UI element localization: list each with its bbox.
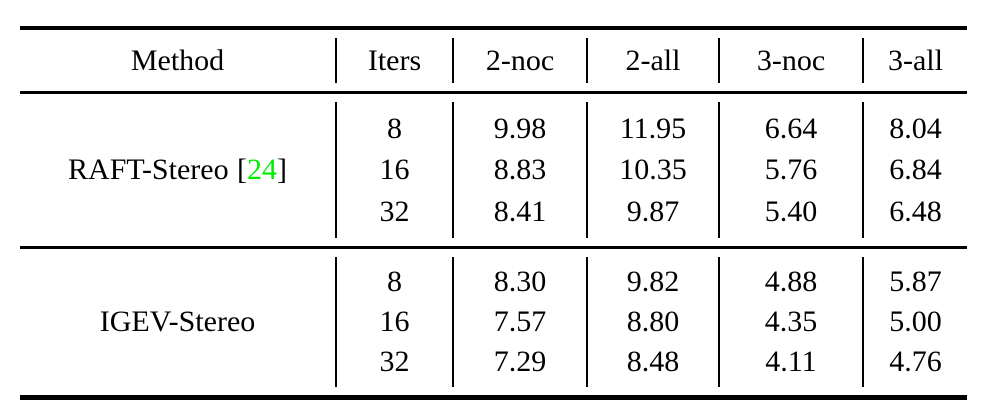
metric-value: 4.35 [764, 305, 818, 338]
bottom-rule [20, 395, 967, 400]
iters-value: 16 [379, 305, 410, 338]
top-rule [20, 26, 967, 30]
metric-value: 4.76 [889, 345, 942, 378]
iters-value: 32 [379, 194, 410, 228]
column-header-method: Method [130, 43, 225, 77]
metric-value: 8.04 [889, 111, 942, 145]
metric-value: 8.41 [493, 194, 547, 228]
metric-value: 11.95 [619, 111, 687, 145]
metric-value: 8.83 [493, 153, 547, 186]
method-cell: RAFT-Stereo [24] [20, 102, 335, 238]
column-header-3-noc: 3-noc [718, 38, 862, 83]
iters-column: 8 16 32 [335, 257, 452, 387]
metric-value: 6.64 [764, 111, 818, 145]
table-header-row: Method Iters 2-noc 2-all 3-noc 3-all [20, 30, 967, 91]
metric-value: 8.30 [493, 265, 547, 298]
column-header-2-noc: 2-noc [452, 38, 586, 83]
metric-value: 5.40 [764, 194, 818, 228]
metric-value: 5.00 [889, 305, 942, 338]
table-section-igev-stereo: IGEV-Stereo 8 16 32 8.30 7.57 7.29 9.82 … [20, 249, 967, 395]
citation-link[interactable]: [24] [237, 153, 287, 186]
column-header-iters: Iters [335, 38, 452, 83]
results-table: Method Iters 2-noc 2-all 3-noc 3-all RAF… [20, 26, 967, 400]
metric-value: 7.29 [493, 345, 547, 378]
metric-column-2-all: 9.82 8.80 8.48 [586, 257, 718, 387]
citation-open-bracket: [ [236, 153, 247, 186]
iters-value: 16 [379, 153, 410, 186]
metric-value: 9.87 [626, 194, 680, 228]
metric-value: 9.82 [626, 265, 680, 298]
metric-value: 8.80 [626, 305, 680, 338]
column-header-3-all: 3-all [862, 38, 967, 83]
metric-value: 5.76 [764, 153, 818, 186]
metric-value: 9.98 [493, 111, 547, 145]
metric-value: 5.87 [889, 265, 942, 298]
metric-column-3-all: 5.87 5.00 4.76 [862, 257, 967, 387]
iters-value: 8 [387, 111, 402, 145]
metric-column-3-noc: 4.88 4.35 4.11 [718, 257, 862, 387]
metric-value: 8.48 [626, 345, 680, 378]
citation-number: 24 [246, 153, 277, 186]
metric-value: 4.88 [764, 265, 818, 298]
column-header-2-all: 2-all [586, 38, 718, 83]
iters-value: 32 [379, 345, 410, 378]
table-section-raft-stereo: RAFT-Stereo [24] 8 16 32 9.98 8.83 8.41 1… [20, 94, 967, 246]
metric-value: 10.35 [619, 153, 687, 186]
metric-value: 6.84 [889, 153, 942, 186]
metric-column-2-all: 11.95 10.35 9.87 [586, 102, 718, 238]
metric-value: 6.48 [889, 194, 942, 228]
section-divider-rule [20, 246, 967, 249]
header-divider-rule [20, 91, 967, 94]
method-label: RAFT-Stereo [24] [68, 155, 287, 185]
method-name: IGEV-Stereo [99, 305, 256, 338]
method-cell: IGEV-Stereo [20, 257, 335, 387]
iters-column: 8 16 32 [335, 102, 452, 238]
metric-column-2-noc: 9.98 8.83 8.41 [452, 102, 586, 238]
metric-column-3-all: 8.04 6.84 6.48 [862, 102, 967, 238]
metric-column-2-noc: 8.30 7.57 7.29 [452, 257, 586, 387]
metric-value: 7.57 [493, 305, 547, 338]
metric-value: 4.11 [765, 345, 817, 378]
method-name: RAFT-Stereo [68, 153, 229, 186]
iters-value: 8 [387, 265, 402, 298]
citation-close-bracket: ] [276, 153, 287, 186]
metric-column-3-noc: 6.64 5.76 5.40 [718, 102, 862, 238]
